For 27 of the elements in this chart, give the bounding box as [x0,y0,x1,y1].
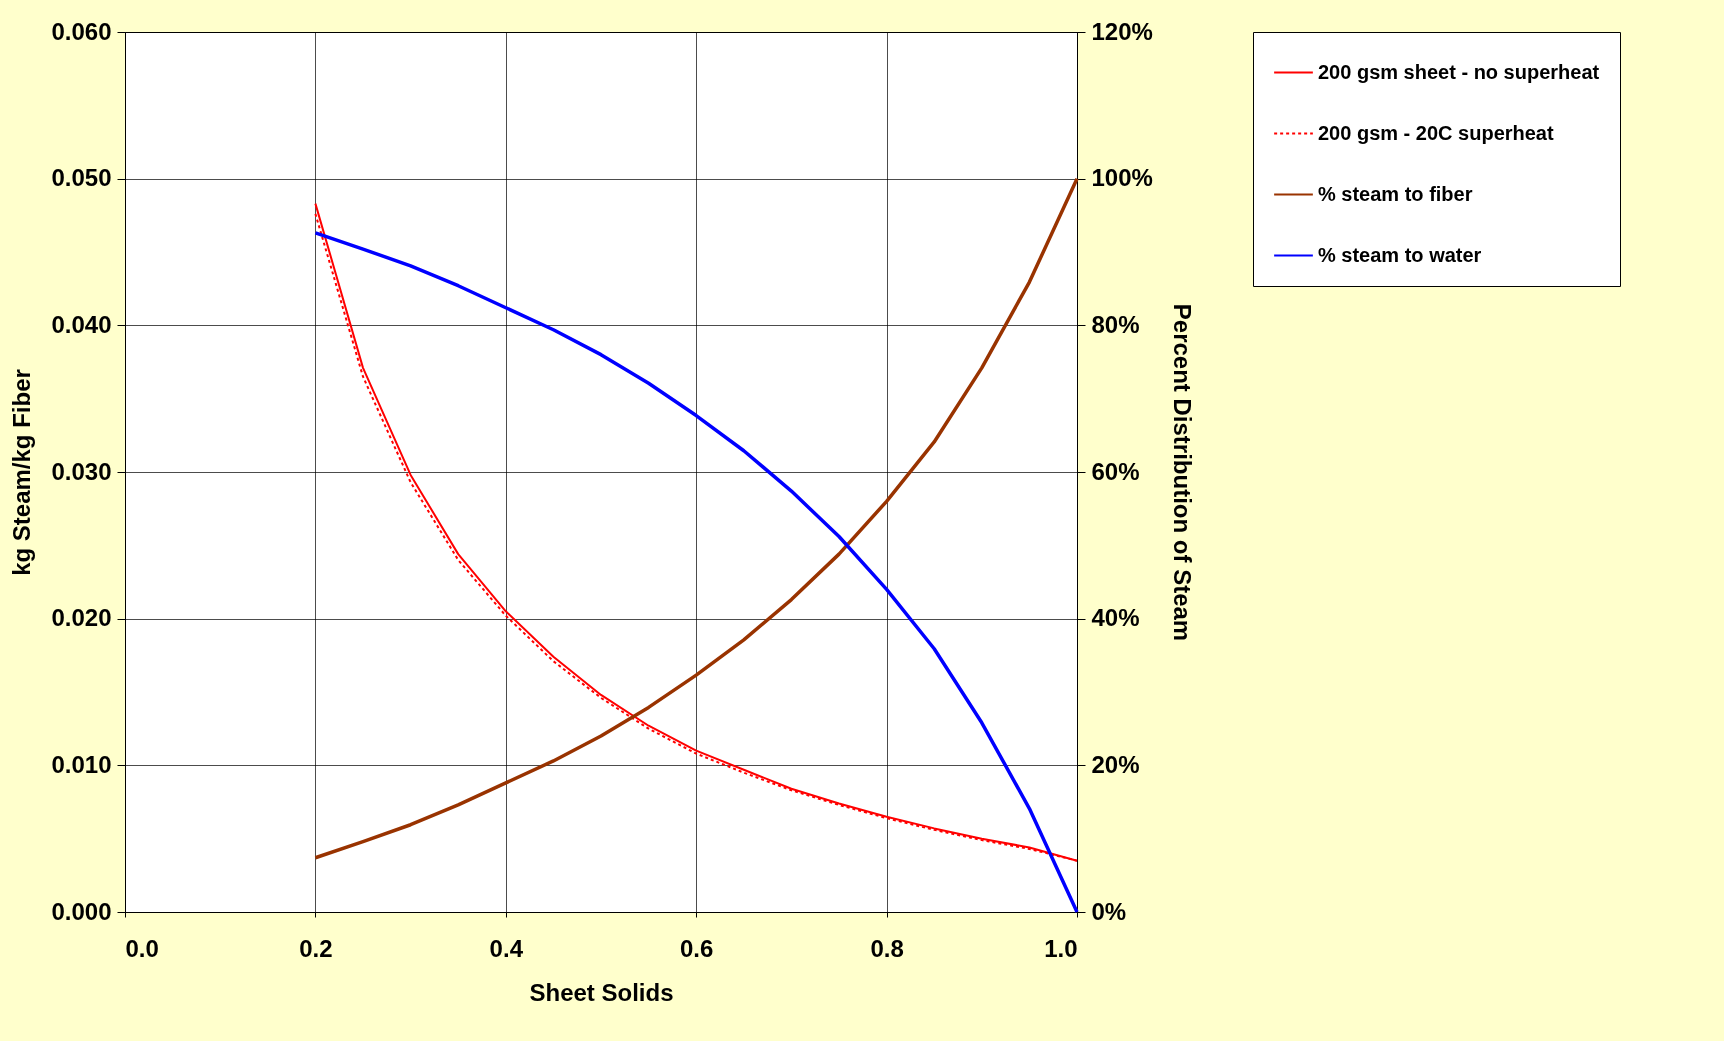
legend-label: 200 gsm sheet - no superheat [1318,60,1600,83]
y-axis-title: kg Steam/kg Fiber [8,369,36,576]
y2-tick-label: 0% [1091,897,1127,925]
x-tick-label: 0.4 [489,934,524,962]
y2-tick-label: 40% [1091,604,1140,632]
x-tick-label: 0.0 [125,934,159,962]
y-tick-label: 0.010 [51,750,112,778]
y-tick-label: 0.000 [51,897,112,925]
y-tick-label: 0.040 [51,310,112,338]
y-tick-label: 0.020 [51,604,112,632]
y2-tick-label: 100% [1091,164,1153,192]
y2-axis-title: Percent Distribution of Steam [1168,303,1196,642]
x-axis-title: Sheet Solids [529,978,674,1006]
legend-label: % steam to water [1318,243,1482,266]
y2-tick-label: 80% [1091,310,1140,338]
y-tick-label: 0.030 [51,457,112,485]
x-tick-label: 0.2 [299,934,333,962]
legend-label: 200 gsm - 20C superheat [1318,121,1554,144]
legend-label: % steam to fiber [1318,182,1473,205]
x-tick-label: 1.0 [1044,934,1078,962]
x-tick-label: 0.6 [680,934,714,962]
y2-tick-label: 120% [1091,17,1153,45]
y2-tick-label: 20% [1091,750,1140,778]
y-tick-label: 0.060 [51,17,112,45]
y-tick-label: 0.050 [51,164,112,192]
x-tick-label: 0.8 [870,934,904,962]
y2-tick-label: 60% [1091,457,1140,485]
